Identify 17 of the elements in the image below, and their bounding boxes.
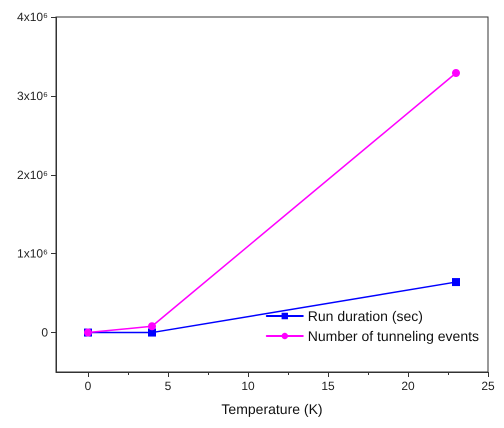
x-tick-label: 5	[164, 379, 172, 393]
point	[452, 69, 460, 78]
x-tick-label: 20	[401, 379, 415, 393]
x-tick-label: 10	[241, 379, 255, 393]
y-tick-label: 1x10⁶	[17, 246, 48, 261]
point	[148, 322, 156, 330]
legend-label: Run duration (sec)	[308, 308, 423, 324]
y-tick-label: 0	[41, 326, 48, 340]
x-tick-label: 25	[481, 379, 495, 393]
legend-label: Number of tunneling events	[308, 328, 480, 344]
point	[452, 278, 460, 286]
y-tick-label: 4x10⁶	[17, 10, 48, 24]
x-tick-label: 15	[321, 379, 335, 393]
y-tick-label: 3x10⁶	[17, 88, 48, 103]
x-axis-title: Temperature (K)	[221, 401, 323, 417]
x-tick-label: 0	[84, 379, 92, 393]
y-tick-label: 2x10⁶	[17, 168, 48, 182]
